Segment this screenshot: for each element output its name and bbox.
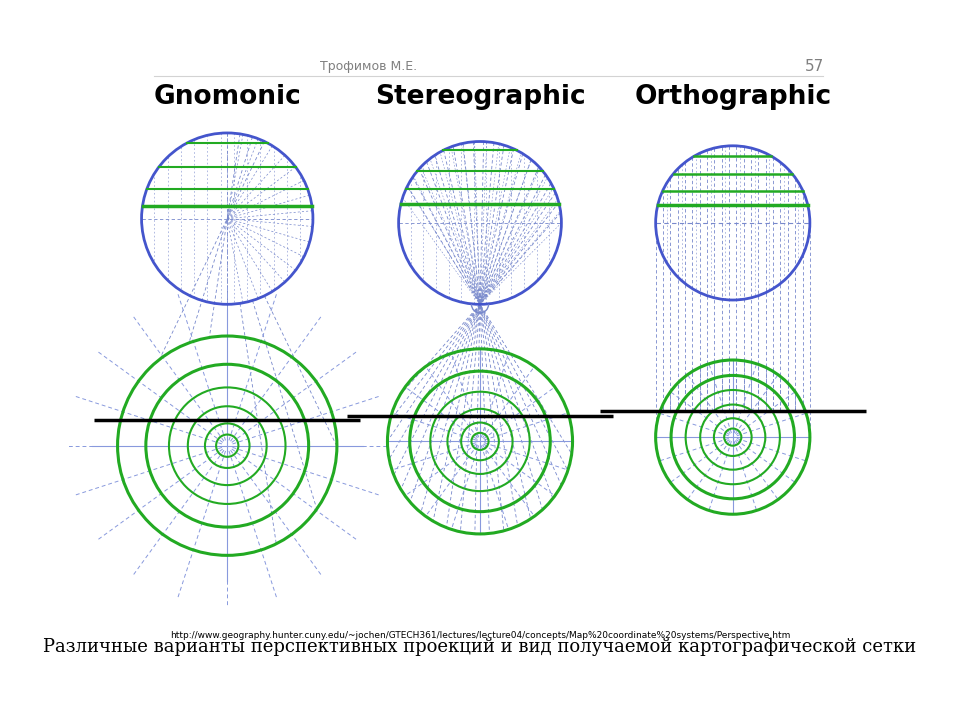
Text: Трофимов М.Е.: Трофимов М.Е.	[320, 60, 418, 73]
Text: Stereographic: Stereographic	[374, 84, 586, 110]
Text: Orthographic: Orthographic	[635, 84, 831, 110]
Text: http://www.geography.hunter.cuny.edu/~jochen/GTECH361/lectures/lecture04/concept: http://www.geography.hunter.cuny.edu/~jo…	[170, 631, 790, 640]
Text: Различные варианты перспективных проекций и вид получаемой картографической сетк: Различные варианты перспективных проекци…	[43, 638, 917, 656]
Text: 57: 57	[804, 60, 824, 74]
Text: Gnomonic: Gnomonic	[154, 84, 301, 110]
